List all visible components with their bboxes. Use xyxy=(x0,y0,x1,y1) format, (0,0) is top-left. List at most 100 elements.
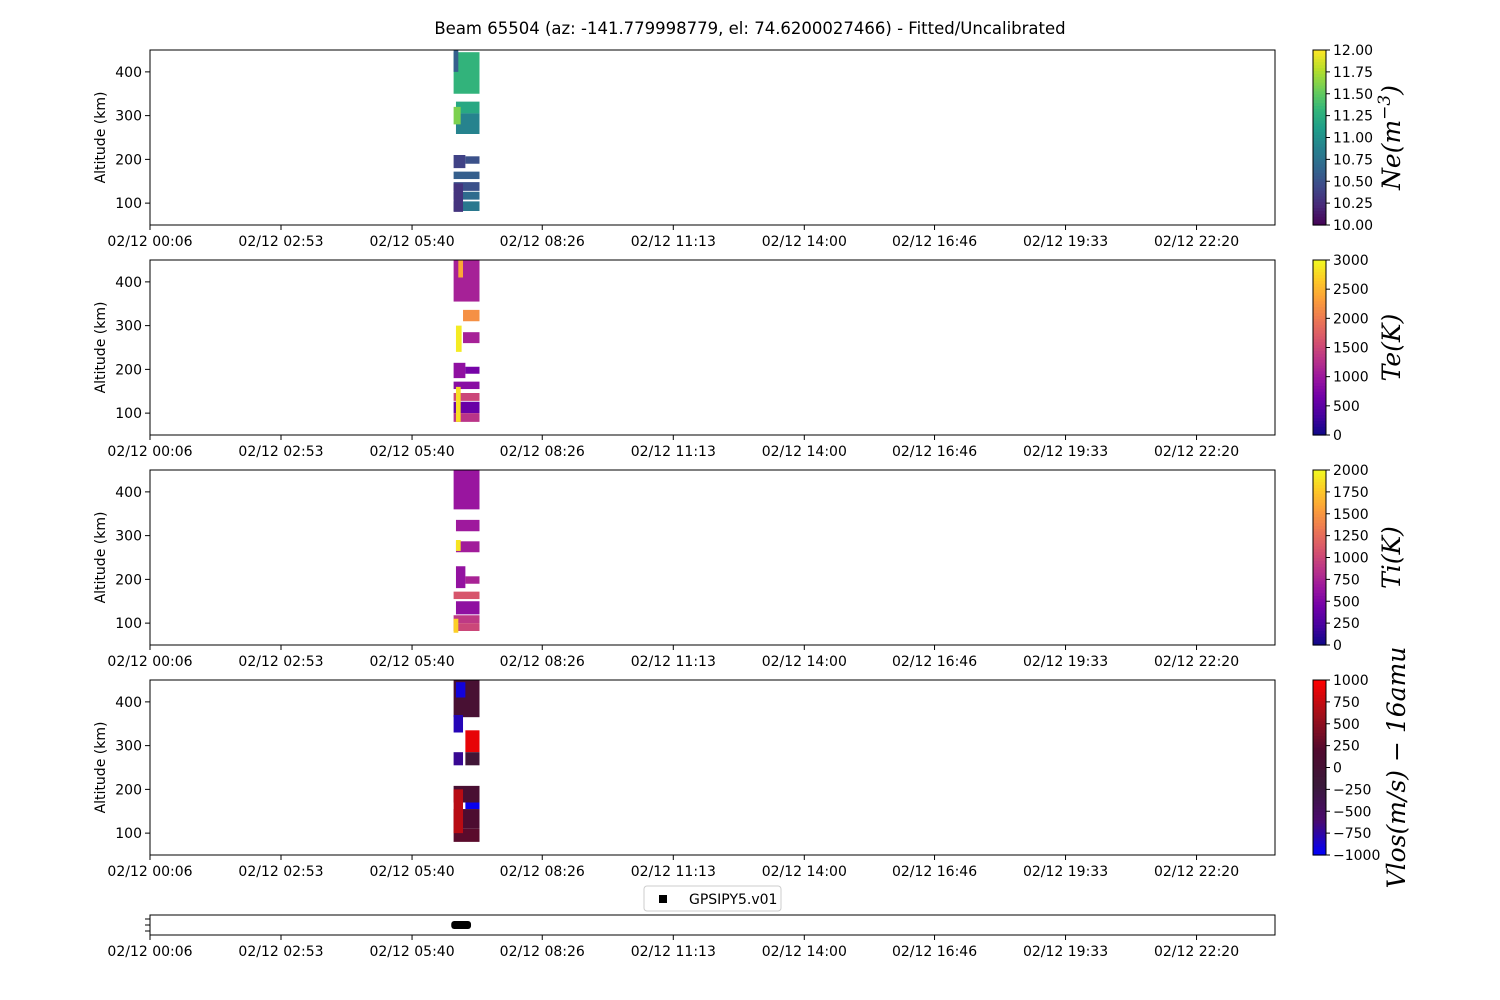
colorbar-segment xyxy=(1313,785,1326,789)
colorbar-segment xyxy=(1313,327,1326,331)
heatmap-cell xyxy=(453,106,461,125)
x-tick-label: 02/12 02:53 xyxy=(238,944,323,960)
colorbar-segment xyxy=(1313,604,1326,608)
y-tick-label: 300 xyxy=(115,739,142,755)
colorbar-segment xyxy=(1313,93,1326,98)
colorbar-tick-label: 1500 xyxy=(1333,341,1369,357)
heatmap-cell xyxy=(453,393,480,401)
colorbar-segment xyxy=(1313,525,1326,529)
colorbar-segment xyxy=(1313,799,1326,804)
colorbar-segment xyxy=(1313,207,1326,212)
x-tick-label: 02/12 02:53 xyxy=(238,864,323,880)
colorbar-segment xyxy=(1313,376,1326,381)
colorbar-segment xyxy=(1313,85,1326,89)
colorbar-tick-label: 0 xyxy=(1333,428,1342,444)
colorbar-segment xyxy=(1313,175,1326,179)
y-tick-label: 400 xyxy=(115,65,142,81)
heatmap-cell xyxy=(453,591,480,600)
strip-frame xyxy=(149,914,1276,936)
colorbar-segment xyxy=(1313,542,1326,547)
colorbar-segment xyxy=(1313,615,1326,620)
heatmap-cell xyxy=(455,113,480,134)
colorbar-segment xyxy=(1313,365,1326,369)
x-tick-label: 02/12 14:00 xyxy=(762,654,847,670)
colorbar-segment xyxy=(1313,505,1326,509)
x-tick-label: 02/12 16:46 xyxy=(892,944,977,960)
colorbar-segment xyxy=(1313,758,1326,763)
y-tick-label: 200 xyxy=(115,782,142,798)
heatmap-cell xyxy=(455,566,466,589)
colorbar-segment xyxy=(1313,370,1326,375)
colorbar-segment xyxy=(1313,61,1326,66)
colorbar-tick-label: 750 xyxy=(1333,572,1360,588)
colorbar-segment xyxy=(1313,152,1326,156)
colorbar-segment xyxy=(1313,834,1326,839)
x-tick-label: 02/12 19:33 xyxy=(1023,944,1108,960)
colorbar-segment xyxy=(1313,691,1326,696)
colorbar-tick-label: 1750 xyxy=(1333,485,1369,501)
colorbar-segment xyxy=(1313,767,1326,772)
colorbar-segment xyxy=(1313,563,1326,567)
colorbar-segment xyxy=(1313,181,1326,185)
colorbar-segment xyxy=(1313,470,1326,474)
colorbar-segment xyxy=(1313,187,1326,191)
heatmap-cell xyxy=(453,752,464,766)
colorbar-segment xyxy=(1313,157,1326,162)
colorbar-segment xyxy=(1313,140,1326,144)
colorbar-segment xyxy=(1313,295,1326,299)
colorbar-segment xyxy=(1313,720,1326,725)
colorbar-segment xyxy=(1313,402,1326,407)
colorbar-segment xyxy=(1313,723,1326,728)
colorbar-segment xyxy=(1313,117,1326,121)
colorbar-segment xyxy=(1313,729,1326,734)
colorbar-segment xyxy=(1313,408,1326,413)
colorbar-segment xyxy=(1313,55,1326,60)
x-tick-label: 02/12 22:20 xyxy=(1154,654,1239,670)
y-tick-label: 100 xyxy=(115,826,142,842)
colorbar-segment xyxy=(1313,732,1326,737)
colorbar-segment xyxy=(1313,414,1326,419)
colorbar-segment xyxy=(1313,688,1326,693)
colorbar-segment xyxy=(1313,50,1326,54)
colorbar-segment xyxy=(1313,808,1326,812)
colorbar-tick-label: 11.75 xyxy=(1333,65,1373,81)
colorbar-segment xyxy=(1313,192,1326,197)
colorbar-segment xyxy=(1313,309,1326,314)
colorbar-segment xyxy=(1313,499,1326,503)
colorbar-segment xyxy=(1313,744,1326,748)
colorbar-tick-label: 12.00 xyxy=(1333,43,1373,59)
colorbar-segment xyxy=(1313,540,1326,544)
heatmap-cell xyxy=(455,541,480,553)
colorbar-segment xyxy=(1313,111,1326,115)
colorbar-segment xyxy=(1313,274,1326,279)
panel-2: 100 200 300 400 Altitude (km) 0 500 1000 1500 200… xyxy=(93,253,1406,444)
colorbar-segment xyxy=(1313,534,1326,538)
panel-1: 100 200 300 400 Altitude (km) 10.00 10.25 10.50… xyxy=(93,43,1406,234)
colorbar-segment xyxy=(1313,382,1326,387)
heatmap-cell xyxy=(455,601,480,615)
colorbar-segment xyxy=(1313,184,1326,188)
colorbar-segment xyxy=(1313,822,1326,827)
heatmap-cell xyxy=(453,155,466,169)
colorbar-segment xyxy=(1313,548,1326,553)
colorbar-segment xyxy=(1313,554,1326,559)
colorbar-segment xyxy=(1313,429,1326,433)
colorbar-segment xyxy=(1313,519,1326,524)
colorbar-segment xyxy=(1313,560,1326,564)
colorbar-segment xyxy=(1313,820,1326,824)
colorbar-segment xyxy=(1313,128,1326,133)
colorbar-segment xyxy=(1313,852,1326,856)
colorbar-segment xyxy=(1313,172,1326,177)
colorbar-segment xyxy=(1313,67,1326,72)
colorbar-segment xyxy=(1313,163,1326,168)
colorbar-segment xyxy=(1313,706,1326,710)
colorbar-segment xyxy=(1313,312,1326,317)
heatmap-cell xyxy=(453,789,464,834)
colorbar-segment xyxy=(1313,621,1326,626)
x-tick-label: 02/12 11:13 xyxy=(631,654,716,670)
colorbar-segment xyxy=(1313,417,1326,422)
colorbar-segment xyxy=(1313,405,1326,410)
y-tick-label: 100 xyxy=(115,196,142,212)
colorbar-segment xyxy=(1313,356,1326,360)
colorbar-segment xyxy=(1313,627,1326,632)
